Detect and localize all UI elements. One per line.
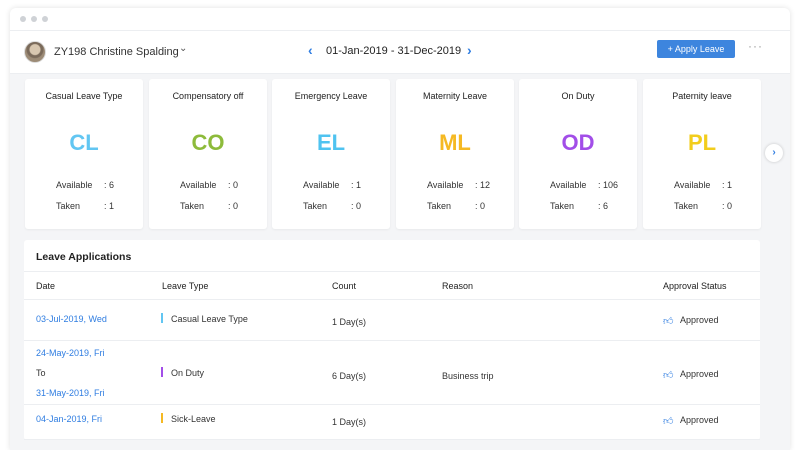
taken-label: Taken: [550, 201, 575, 211]
taken-value: : 0: [475, 201, 486, 211]
card-code: PL: [687, 130, 717, 155]
thumbs-up-icon: 👍︎: [663, 370, 674, 381]
prev-period-button[interactable]: ‹: [308, 42, 313, 58]
leave-reason: Business trip: [442, 371, 494, 381]
available-value: : 1: [722, 180, 733, 190]
window-dot-icon[interactable]: [42, 16, 48, 22]
card-title: Casual Leave Type: [45, 91, 123, 101]
available-value: : 6: [104, 180, 115, 190]
more-options-icon[interactable]: ···: [748, 39, 763, 53]
window-dot-icon[interactable]: [20, 16, 26, 22]
available-label: Available: [303, 180, 340, 190]
chevron-down-icon[interactable]: ⌄: [179, 43, 188, 54]
available-label: Available: [674, 180, 711, 190]
leave-count: 6 Day(s): [332, 371, 367, 381]
card-code: CL: [69, 130, 99, 155]
next-period-button[interactable]: ›: [467, 42, 472, 58]
card-code: OD: [561, 130, 595, 155]
date-link[interactable]: 24-May-2019, Fri: [36, 348, 105, 358]
card-title: Emergency Leave: [294, 91, 368, 101]
plus-icon: +: [667, 44, 673, 54]
title-bar: [10, 8, 790, 30]
column-header-count: Count: [332, 281, 357, 291]
leave-type-card[interactable]: On Duty OD Available : 106 Taken : 6: [519, 79, 637, 229]
apply-leave-button[interactable]: + Apply Leave: [657, 40, 735, 58]
column-header-reason: Reason: [442, 281, 474, 291]
taken-label: Taken: [303, 201, 328, 211]
taken-value: : 6: [598, 201, 609, 211]
header-bar: ZY198 Christine Spalding ⌄ ‹ 01-Jan-2019…: [10, 30, 790, 74]
thumbs-up-icon: 👍︎: [663, 416, 674, 427]
card-code: ML: [439, 130, 471, 155]
column-header-date: Date: [36, 281, 56, 291]
available-label: Available: [180, 180, 217, 190]
leave-type-color-bar: [161, 413, 163, 423]
card-title: On Duty: [561, 91, 595, 101]
cards-next-button[interactable]: ›: [765, 144, 783, 162]
leave-type-card[interactable]: Emergency Leave EL Available : 1 Taken : 0: [272, 79, 390, 229]
divider: [24, 271, 760, 272]
taken-value: : 0: [228, 201, 239, 211]
row-divider: [24, 439, 760, 440]
leave-type: Sick-Leave: [171, 414, 216, 424]
row-divider: [24, 340, 760, 341]
approval-status: Approved: [680, 315, 719, 325]
date-end-link[interactable]: 31-May-2019, Fri: [36, 388, 105, 398]
available-value: : 12: [475, 180, 491, 190]
avatar[interactable]: [24, 41, 46, 63]
column-header-leave-type: Leave Type: [162, 281, 209, 291]
leave-type: Casual Leave Type: [171, 314, 248, 324]
date-range: 01-Jan-2019 - 31-Dec-2019: [326, 45, 462, 57]
row-divider: [24, 404, 760, 405]
leave-type-card[interactable]: Maternity Leave ML Available : 12 Taken : 0: [396, 79, 514, 229]
user-name[interactable]: ZY198 Christine Spalding: [54, 46, 179, 58]
date-link[interactable]: 04-Jan-2019, Fri: [36, 414, 103, 424]
card-title: Maternity Leave: [422, 91, 488, 101]
window-dot-icon[interactable]: [31, 16, 37, 22]
card-title: Paternity leave: [672, 91, 732, 101]
card-code: EL: [316, 130, 346, 155]
leave-type: On Duty: [171, 368, 205, 378]
leave-type-card[interactable]: Paternity leave PL Available : 1 Taken : 0: [643, 79, 761, 229]
taken-label: Taken: [427, 201, 452, 211]
available-value: : 106: [598, 180, 619, 190]
leave-type-card[interactable]: Casual Leave Type CL Available : 6 Taken : 1: [25, 79, 143, 229]
taken-value: : 0: [351, 201, 362, 211]
available-value: : 0: [228, 180, 239, 190]
taken-value: : 1: [104, 201, 115, 211]
leave-type-color-bar: [161, 367, 163, 377]
card-title: Compensatory off: [172, 91, 244, 101]
leave-applications-panel: Leave Applications Date Leave Type Count…: [24, 240, 760, 440]
apply-leave-label: Apply Leave: [674, 44, 725, 54]
app-window: ZY198 Christine Spalding ⌄ ‹ 01-Jan-2019…: [10, 8, 790, 450]
approval-status: Approved: [680, 415, 719, 425]
leave-type-color-bar: [161, 313, 163, 323]
date-to-label: To: [36, 368, 46, 378]
section-title: Leave Applications: [36, 251, 132, 263]
taken-value: : 0: [722, 201, 733, 211]
available-label: Available: [550, 180, 587, 190]
taken-label: Taken: [56, 201, 81, 211]
approval-status: Approved: [680, 369, 719, 379]
thumbs-up-icon: 👍︎: [663, 316, 674, 327]
leave-count: 1 Day(s): [332, 317, 367, 327]
available-label: Available: [56, 180, 93, 190]
leave-type-card[interactable]: Compensatory off CO Available : 0 Taken : 0: [149, 79, 267, 229]
taken-label: Taken: [180, 201, 205, 211]
column-header-approval-status: Approval Status: [663, 281, 727, 291]
card-code: CO: [191, 130, 225, 155]
date-link[interactable]: 03-Jul-2019, Wed: [36, 314, 107, 324]
available-value: : 1: [351, 180, 362, 190]
leave-count: 1 Day(s): [332, 417, 367, 427]
available-label: Available: [427, 180, 464, 190]
divider: [24, 299, 760, 300]
taken-label: Taken: [674, 201, 699, 211]
